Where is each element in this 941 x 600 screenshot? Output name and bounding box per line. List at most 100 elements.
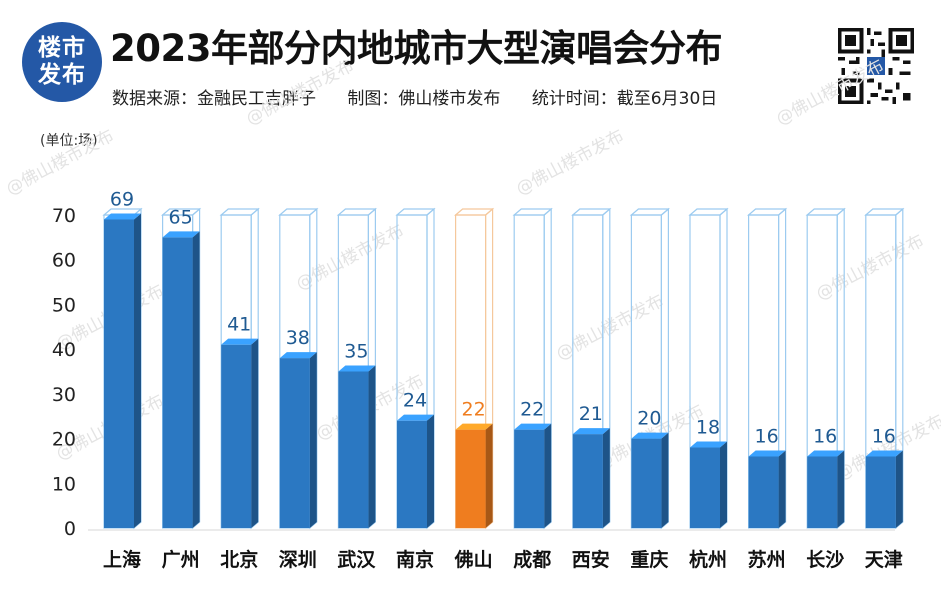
category-label: 杭州 (689, 548, 727, 571)
bar-group: 16 长沙 (805, 207, 846, 571)
bar-group: 41 北京 (219, 207, 260, 571)
bar-side (602, 428, 610, 528)
bar-side (544, 423, 552, 528)
bar (104, 219, 134, 528)
bar-top (104, 213, 141, 220)
subtitle-row: 数据来源：金融民工吉胖子 制图：佛山楼市发布 统计时间：截至6月30日 (112, 84, 743, 109)
category-label: 南京 (396, 548, 434, 571)
value-label: 65 (169, 206, 193, 228)
bar-group: 22 成都 (512, 207, 553, 571)
bar-group: 18 杭州 (688, 207, 729, 571)
y-tick-label: 30 (52, 384, 76, 406)
y-tick-label: 50 (52, 294, 76, 316)
bar-side (309, 352, 317, 528)
value-label: 22 (520, 399, 544, 421)
value-label: 20 (637, 408, 661, 430)
bar-group: 35 武汉 (336, 207, 378, 571)
value-label: 16 (872, 425, 896, 447)
bar-top (748, 450, 786, 457)
category-label: 北京 (220, 548, 258, 571)
bar (865, 456, 896, 528)
bar-group: 22 佛山 (454, 207, 495, 571)
watermark-text: @佛山楼市发布 (813, 231, 927, 305)
bar (572, 434, 603, 528)
y-tick-label: 70 (52, 205, 76, 227)
category-label: 天津 (865, 548, 903, 571)
bar-top (514, 423, 552, 430)
category-label: 武汉 (337, 549, 376, 571)
bar (279, 358, 310, 528)
brand-logo: 楼市 发布 (22, 22, 102, 102)
bar-group: 20 重庆 (629, 207, 671, 571)
category-label: 广州 (162, 548, 200, 571)
bar-side (661, 432, 669, 528)
bar-group: 16 苏州 (746, 207, 788, 571)
bar-top (279, 352, 317, 359)
category-label: 深圳 (279, 548, 317, 571)
category-label: 佛山 (454, 548, 493, 571)
bar-top (338, 365, 376, 372)
bar (807, 456, 838, 528)
chart-title: 2023年部分内地城市大型演唱会分布 (110, 27, 722, 70)
watermark-text: @佛山楼市发布 (3, 126, 117, 200)
value-label: 16 (813, 425, 837, 447)
bar-side (192, 231, 200, 528)
bar-top (162, 231, 200, 238)
y-tick-label: 10 (52, 473, 76, 495)
bar-top (455, 423, 493, 430)
value-label: 18 (696, 417, 720, 439)
bar-group: 65 广州 (160, 206, 202, 571)
category-label: 重庆 (630, 548, 668, 571)
value-label: 24 (403, 390, 427, 412)
bar-group: 69 上海 (102, 188, 143, 571)
data-source: 数据来源：金融民工吉胖子 (112, 89, 316, 109)
value-label: 69 (110, 188, 134, 210)
watermark-text: @佛山楼市发布 (513, 126, 627, 200)
category-label: 成都 (513, 548, 551, 571)
category-label: 苏州 (748, 548, 786, 571)
bar-side (720, 441, 727, 528)
stat-period: 统计时间：截至6月30日 (531, 89, 718, 109)
bar-top (397, 414, 434, 421)
bar (631, 438, 662, 528)
watermark-text: @佛山楼市发布 (243, 56, 357, 130)
bar (455, 429, 486, 528)
bar-group: 38 深圳 (278, 207, 319, 571)
category-label: 西安 (572, 548, 610, 571)
bar-side (837, 450, 845, 528)
y-axis: 0 10 20 30 40 50 60 70 (52, 205, 76, 540)
watermark-text: @佛山楼市发布 (773, 56, 887, 130)
bar-side (778, 450, 786, 528)
value-label: 38 (286, 327, 310, 349)
qr-code-icon (838, 28, 914, 104)
y-tick-label: 0 (64, 518, 76, 540)
logo-line-2: 发布 (38, 62, 86, 88)
bar-group: 21 西安 (571, 207, 612, 571)
bar-top (221, 338, 259, 345)
bar-side (427, 414, 434, 528)
value-label: 35 (344, 341, 368, 363)
bar-top (807, 450, 845, 457)
logo-line-1: 楼市 (38, 35, 86, 61)
value-label: 22 (462, 399, 486, 421)
bar (162, 237, 193, 528)
bar-group: 24 南京 (395, 207, 436, 571)
bar-top (572, 428, 610, 435)
y-tick-label: 40 (52, 339, 76, 361)
value-label: 41 (227, 314, 251, 336)
bar-top (690, 441, 727, 448)
bar (221, 344, 252, 528)
category-label: 长沙 (806, 549, 844, 571)
bar (338, 371, 369, 528)
bar (514, 429, 545, 528)
bar-top (865, 450, 903, 457)
bar (748, 456, 779, 528)
bar-side (485, 423, 493, 528)
value-label: 16 (755, 425, 779, 447)
bars-layer: 69 上海 65 广州 41 北京 38 深圳 35 武汉 24 南京 22 佛山 22 成都 21 西安 20 重庆… (102, 188, 905, 571)
unit-label: (单位:场) (40, 133, 98, 149)
value-label: 21 (579, 403, 603, 425)
bar-side (134, 213, 141, 528)
bar-side (368, 365, 376, 528)
